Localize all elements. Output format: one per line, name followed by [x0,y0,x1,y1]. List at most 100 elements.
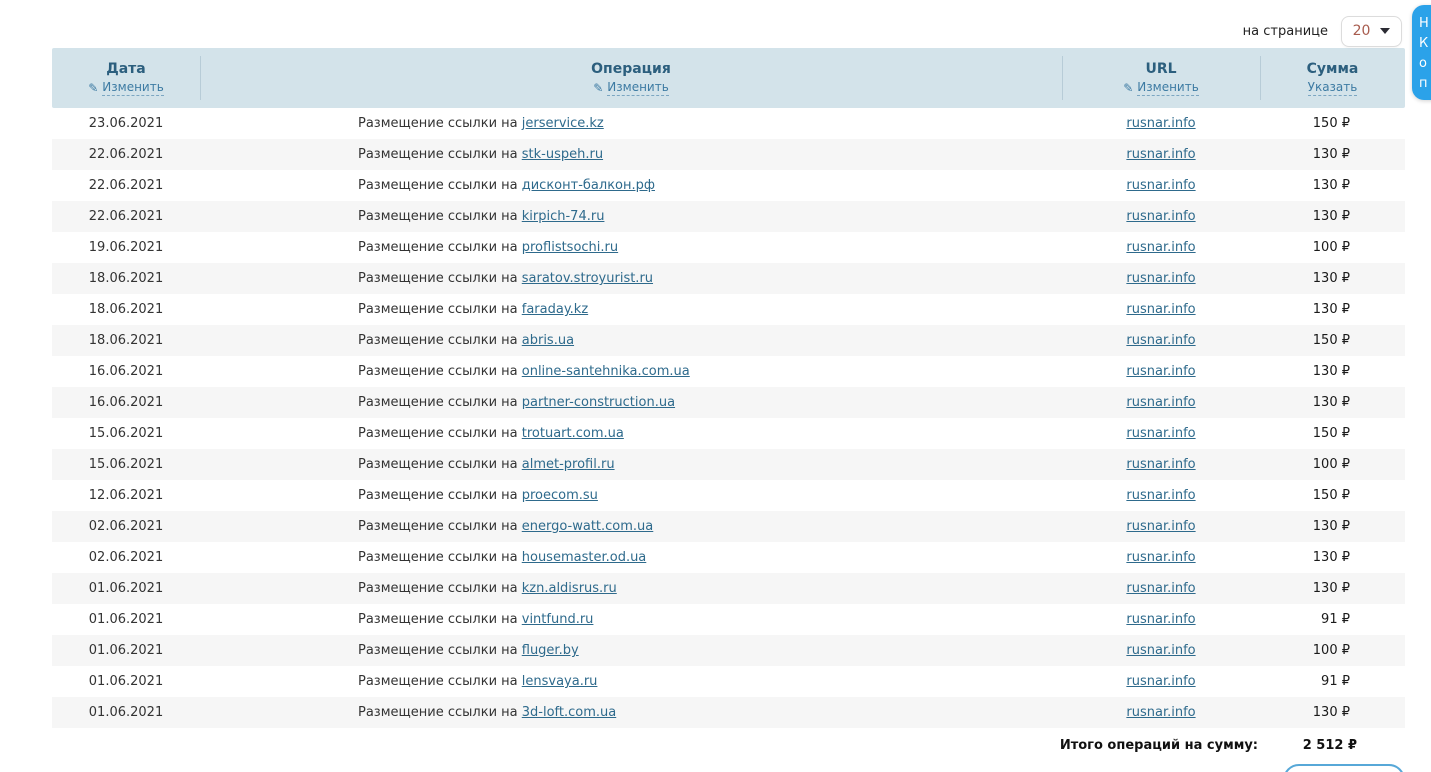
topbar: на странице 20 [0,0,1431,48]
url-link[interactable]: rusnar.info [1126,674,1196,689]
row-url: rusnar.info [1062,116,1260,131]
operation-text: Размещение ссылки на [358,581,522,596]
column-action-link[interactable]: ✎ Изменить [1123,80,1199,96]
table-row: 22.06.2021 Размещение ссылки на stk-uspe… [52,139,1405,170]
operation-text: Размещение ссылки на [358,333,522,348]
pencil-icon: ✎ [88,80,99,95]
table-header-cell: Сумма ✎ Указать [1260,48,1405,108]
operation-text: Размещение ссылки на [358,116,522,131]
row-operation: Размещение ссылки на jerservice.kz [200,116,1062,131]
operation-site-link[interactable]: stk-uspeh.ru [521,147,604,162]
column-action-link[interactable]: ✎ Изменить [88,80,164,96]
operation-site-link[interactable]: 3d-loft.com.ua [521,705,617,720]
operation-text: Размещение ссылки на [358,147,522,162]
bottom-action-button[interactable] [1283,764,1405,772]
table-row: 01.06.2021 Размещение ссылки на 3d-loft.… [52,697,1405,728]
url-link[interactable]: rusnar.info [1126,612,1196,627]
operation-text: Размещение ссылки на [358,240,522,255]
url-link[interactable]: rusnar.info [1126,116,1196,131]
url-link[interactable]: rusnar.info [1126,147,1196,162]
widget-text-line: Н [1419,16,1429,31]
url-link[interactable]: rusnar.info [1126,333,1196,348]
row-sum: 130 ₽ [1312,178,1350,193]
row-operation: Размещение ссылки на lensvaya.ru [200,674,1062,689]
row-operation: Размещение ссылки на faraday.kz [200,302,1062,317]
url-link[interactable]: rusnar.info [1126,240,1196,255]
url-link[interactable]: rusnar.info [1126,395,1196,410]
row-operation: Размещение ссылки на energo-watt.com.ua [200,519,1062,534]
url-link[interactable]: rusnar.info [1126,643,1196,658]
operation-text: Размещение ссылки на [358,426,522,441]
url-link[interactable]: rusnar.info [1126,457,1196,472]
pencil-icon: ✎ [1123,80,1134,95]
row-date: 22.06.2021 [88,209,164,224]
operation-site-link[interactable]: energo-watt.com.ua [521,519,654,534]
row-sum: 91 ₽ [1321,612,1350,627]
row-date: 01.06.2021 [88,674,164,689]
table-row: 01.06.2021 Размещение ссылки на kzn.aldi… [52,573,1405,604]
row-date: 19.06.2021 [88,240,164,255]
row-date: 01.06.2021 [88,612,164,627]
url-link[interactable]: rusnar.info [1126,364,1196,379]
url-link[interactable]: rusnar.info [1126,519,1196,534]
operation-site-link[interactable]: kirpich-74.ru [521,209,605,224]
url-link[interactable]: rusnar.info [1126,271,1196,286]
operation-site-link[interactable]: faraday.kz [521,302,589,317]
url-link[interactable]: rusnar.info [1126,705,1196,720]
table-header: Дата ✎ Изменить Операция ✎ Изменить URL … [52,48,1405,108]
url-link[interactable]: rusnar.info [1126,426,1196,441]
operation-site-link[interactable]: proflistsochi.ru [521,240,619,255]
url-link[interactable]: rusnar.info [1126,581,1196,596]
operation-text: Размещение ссылки на [358,643,522,658]
row-url: rusnar.info [1062,550,1260,565]
row-date: 16.06.2021 [88,364,164,379]
row-url: rusnar.info [1062,395,1260,410]
operation-site-link[interactable]: housemaster.od.ua [521,550,647,565]
table-row: 19.06.2021 Размещение ссылки на proflist… [52,232,1405,263]
row-url: rusnar.info [1062,302,1260,317]
operation-site-link[interactable]: saratov.stroyurist.ru [521,271,654,286]
url-link[interactable]: rusnar.info [1126,178,1196,193]
row-operation: Размещение ссылки на online-santehnika.c… [200,364,1062,379]
url-link[interactable]: rusnar.info [1126,209,1196,224]
column-action-label: Изменить [607,79,669,96]
operation-site-link[interactable]: proecom.su [521,488,598,503]
operation-site-link[interactable]: fluger.by [521,643,579,658]
table-row: 15.06.2021 Размещение ссылки на almet-pr… [52,449,1405,480]
total-label: Итого операций на сумму: [1059,737,1258,753]
url-link[interactable]: rusnar.info [1126,302,1196,317]
row-date: 02.06.2021 [88,550,164,565]
operation-site-link[interactable]: abris.ua [521,333,575,348]
table-row: 18.06.2021 Размещение ссылки на faraday.… [52,294,1405,325]
operation-site-link[interactable]: дисконт-балкон.рф [521,178,655,193]
operation-site-link[interactable]: lensvaya.ru [521,674,598,689]
row-url: rusnar.info [1062,178,1260,193]
operation-site-link[interactable]: trotuart.com.ua [521,426,624,441]
row-date: 18.06.2021 [88,302,164,317]
column-action-link[interactable]: ✎ Изменить [593,80,669,96]
row-sum: 130 ₽ [1312,209,1350,224]
operation-site-link[interactable]: partner-construction.ua [521,395,676,410]
row-url: rusnar.info [1062,426,1260,441]
row-sum: 130 ₽ [1312,705,1350,720]
operation-site-link[interactable]: jerservice.kz [521,116,604,131]
operation-site-link[interactable]: online-santehnika.com.ua [521,364,690,379]
row-sum: 130 ₽ [1312,519,1350,534]
column-action-link[interactable]: ✎ Указать [1307,80,1358,96]
table-row: 23.06.2021 Размещение ссылки на jerservi… [52,108,1405,139]
row-sum: 150 ₽ [1312,333,1350,348]
operation-site-link[interactable]: kzn.aldisrus.ru [521,581,617,596]
row-sum: 91 ₽ [1321,674,1350,689]
operation-site-link[interactable]: vintfund.ru [521,612,594,627]
row-operation: Размещение ссылки на saratov.stroyurist.… [200,271,1062,286]
row-sum: 130 ₽ [1312,395,1350,410]
operation-text: Размещение ссылки на [358,302,522,317]
url-link[interactable]: rusnar.info [1126,488,1196,503]
row-date: 01.06.2021 [88,581,164,596]
row-url: rusnar.info [1062,147,1260,162]
operation-site-link[interactable]: almet-profil.ru [521,457,615,472]
row-sum: 130 ₽ [1312,271,1350,286]
url-link[interactable]: rusnar.info [1126,550,1196,565]
per-page-select[interactable]: 20 [1341,15,1402,47]
